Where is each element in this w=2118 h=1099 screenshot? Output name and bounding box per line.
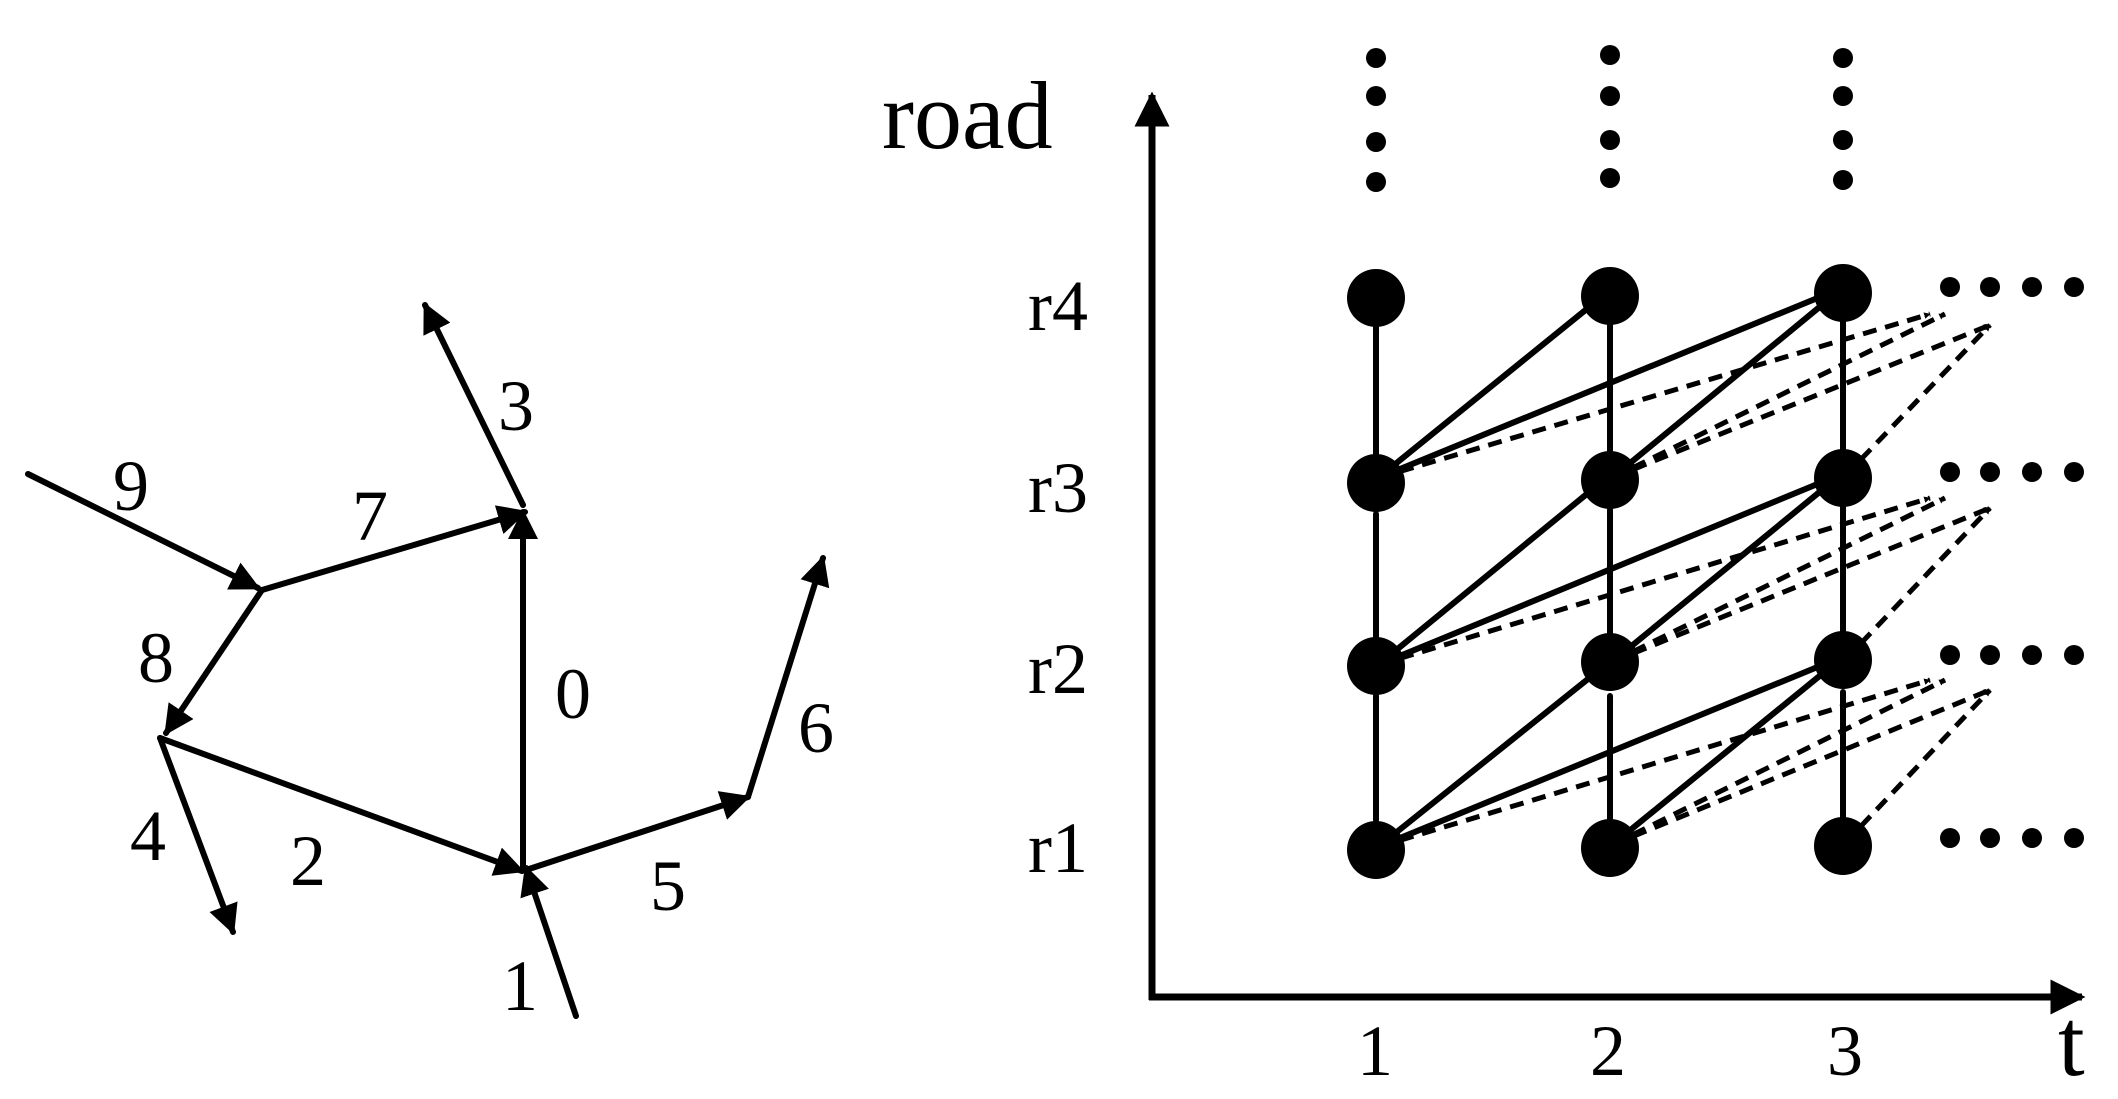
dashed-r2t2-r3t4b [1611,505,1991,665]
road-segment-3 [422,302,526,508]
edge-r2t1-r3t3 [1375,480,1823,668]
ellipsis-row-r3 [1940,462,2084,482]
node-r2-t3 [1814,631,1872,689]
ellipsis-row-r4 [1940,277,2084,297]
x-axis-label: t [2058,989,2085,1096]
segment-label-5: 5 [650,846,686,926]
road-labels: r1 r2 r3 r4 [1028,266,1088,888]
dashed-r3t2-r4t4a [1610,311,1947,481]
segment-label-6: 6 [798,688,834,768]
road-segment-8 [163,587,265,736]
edge-r3t1-r4t2 [1375,305,1591,481]
road-segment-1 [520,865,579,1019]
node-r2-t1 [1347,637,1405,695]
edge-r1t2-r2t3 [1609,671,1825,848]
node-r3-t3 [1814,449,1872,507]
time-label-1: 1 [1357,1011,1393,1091]
graph-edges [1372,294,1847,850]
segment-label-4: 4 [130,796,166,876]
dashed-r2t1-r3t4 [1377,495,1931,668]
vertical-ellipses [1366,45,1853,192]
segment-label-2: 2 [290,821,326,901]
road-label-r3: r3 [1028,448,1088,528]
time-label-2: 2 [1590,1011,1626,1091]
time-label-3: 3 [1827,1011,1863,1091]
edge-r1t1-r2t2 [1375,676,1591,850]
segment-label-3: 3 [498,366,534,446]
node-r1-t1 [1347,821,1405,879]
graph-nodes [1347,264,1872,879]
road-segment-4 [157,735,238,935]
road-segment-5 [523,791,751,873]
node-r3-t1 [1347,454,1405,512]
dashed-r3t3-r4t4 [1843,323,1992,478]
dashed-r2t3-r3t4 [1843,506,1992,662]
y-axis-label: road [882,62,1053,169]
road-label-r1: r1 [1028,808,1088,888]
edge-r2t1-r3t2 [1375,490,1591,668]
ellipsis-column-3 [1833,48,1853,190]
dashed-r1t1-r2t4 [1377,677,1931,850]
segment-label-9: 9 [113,446,149,526]
road-segment-6 [745,555,830,800]
road-segment-7 [259,505,528,593]
road-label-r2: r2 [1028,629,1088,709]
dashed-edges [1377,311,1992,850]
edge-r3t2-r4t3 [1609,302,1825,481]
road-segment-9 [25,471,261,591]
road-network-labels: 0 1 2 3 4 5 6 7 8 9 [113,366,834,1026]
dashed-r3t2-r4t4b [1611,322,1991,481]
node-r2-t2 [1581,633,1639,691]
dashed-r1t2-r2t4a [1610,677,1947,848]
node-r1-t3 [1814,817,1872,875]
edge-r3t1-r4t3 [1375,294,1823,481]
dashed-r3t1-r4t4 [1377,311,1931,481]
segment-label-1: 1 [502,946,538,1026]
edge-r2t2-r3t3 [1609,487,1825,665]
road-segment-2 [157,735,525,876]
dashed-r1t2-r2t4b [1611,687,1991,848]
ellipsis-row-r1 [1940,828,2084,848]
segment-label-8: 8 [138,618,174,698]
node-r4-t3 [1814,264,1872,322]
graph-axes [1134,91,2086,1015]
node-r3-t2 [1581,451,1639,509]
node-r1-t2 [1581,819,1639,877]
road-label-r4: r4 [1028,266,1088,346]
node-r4-t2 [1581,267,1639,325]
node-r4-t1 [1347,269,1405,327]
ellipsis-column-1 [1366,48,1386,192]
road-network-diagram [25,302,830,1019]
segment-label-7: 7 [352,476,388,556]
ellipsis-row-r2 [1940,645,2084,665]
segment-label-0: 0 [555,654,591,734]
time-labels: 1 2 3 [1357,1011,1863,1091]
dashed-r2t2-r3t4a [1610,495,1947,665]
horizontal-ellipses [1940,277,2084,848]
dashed-r1t3-r2t4 [1843,688,1992,845]
ellipsis-column-2 [1600,45,1620,188]
edge-r1t1-r2t3 [1375,663,1823,850]
